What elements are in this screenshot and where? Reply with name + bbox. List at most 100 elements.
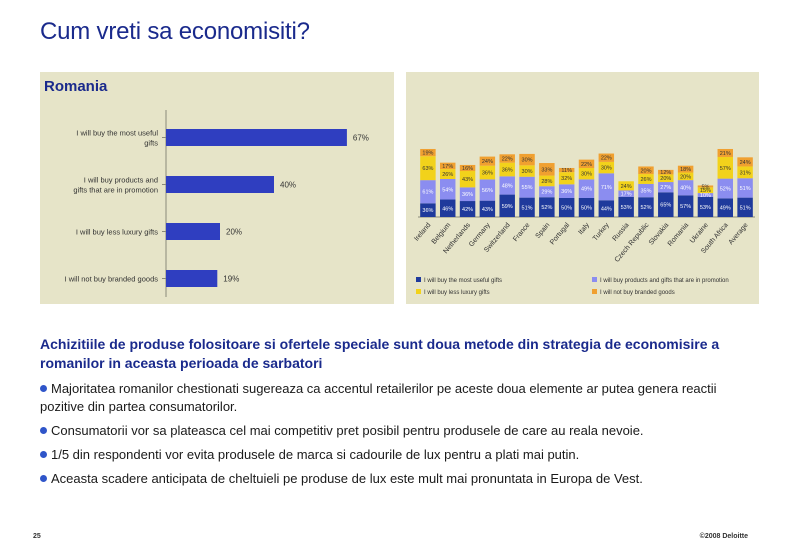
stack-segment: [499, 194, 515, 217]
legend-label: I will not buy branded goods: [600, 290, 675, 296]
segment-label: 12%: [660, 170, 671, 176]
segment-label: 49%: [581, 187, 592, 193]
value-label: 19%: [223, 275, 239, 284]
segment-label: 30%: [601, 166, 612, 172]
stack-segment: [479, 165, 496, 180]
countries-chart-panel: 36% 61% 63% 19% Ireland 46% 54% 26% 17% Belgium 42…: [406, 72, 759, 304]
stack-segment: [618, 190, 634, 197]
stack-segment: [539, 186, 555, 198]
category-label: I will buy the most useful gifts: [76, 129, 158, 148]
segment-label: 53%: [700, 205, 711, 211]
stack-segment: [440, 179, 456, 200]
segment-label: 26%: [640, 177, 651, 183]
segment-label: 22%: [502, 156, 513, 162]
segment-label: 51%: [740, 205, 751, 211]
segment-label: 52%: [640, 205, 651, 211]
bar: [166, 176, 274, 193]
segment-label: 46%: [442, 206, 453, 212]
segment-label: 52%: [720, 187, 731, 193]
segment-label: 24%: [482, 159, 493, 165]
bullet-icon: [40, 385, 47, 392]
segment-label: 17%: [442, 164, 453, 170]
legend-swatch: [592, 289, 597, 294]
stack-segment: [558, 184, 575, 198]
stack-segment: [677, 165, 694, 173]
stack-segment: [479, 179, 496, 201]
segment-label: 33%: [541, 167, 552, 173]
segment-label: 55%: [522, 185, 533, 191]
bar: [166, 129, 347, 146]
romania-bar-chart: Romania I will buy the most useful gifts 67…: [44, 78, 369, 297]
category-label: Portugal: [549, 221, 571, 246]
stack-segment: [539, 175, 555, 187]
stack-segment: [558, 167, 575, 173]
segment-label: 44%: [601, 207, 612, 213]
category-label: France: [512, 222, 531, 243]
stack-segment: [697, 187, 714, 194]
legend-swatch: [592, 277, 597, 282]
segment-label: 50%: [581, 206, 592, 212]
stack-segment: [697, 185, 714, 188]
legend-swatch: [416, 277, 421, 282]
stack-segment: [499, 162, 515, 177]
bullet-icon: [40, 427, 47, 434]
stack-segment: [658, 182, 674, 193]
bar: [166, 270, 218, 287]
bullet-text: 1/5 din respondenti vor evita produsele …: [51, 447, 580, 462]
stack-segment: [519, 153, 535, 166]
segment-label: 59%: [502, 204, 513, 210]
segment-label: 65%: [660, 203, 671, 209]
segment-label: 15%: [700, 188, 711, 194]
stack-segment: [440, 199, 456, 217]
stack-segment: [638, 197, 654, 217]
segment-label: 63%: [422, 166, 433, 172]
stack-segment: [697, 193, 714, 197]
segment-label: 5%: [701, 184, 709, 190]
stack-segment: [440, 169, 456, 179]
segment-label: 40%: [680, 186, 691, 192]
section-heading: Achizitiile de produse folositoare si of…: [40, 336, 720, 371]
romania-chart-panel: Romania I will buy the most useful gifts 67…: [40, 72, 394, 304]
stack-segment: [638, 166, 654, 175]
chart-title: Romania: [44, 78, 108, 95]
segment-label: 51%: [740, 186, 751, 192]
stack-segment: [737, 166, 753, 179]
stack-segment: [459, 171, 476, 188]
bullet-item: Aceasta scadere anticipata de cheltuieli…: [40, 470, 760, 488]
segment-label: 10%: [700, 193, 711, 199]
stack-segment: [499, 176, 515, 195]
stack-segment: [598, 161, 615, 174]
legend-label: I will buy products and gifts that are i…: [600, 278, 729, 284]
stack-segment: [519, 197, 535, 217]
stack-segment: [459, 201, 476, 217]
stack-segment: [519, 176, 535, 198]
segment-label: 30%: [522, 158, 533, 164]
stack-segment: [598, 200, 615, 217]
bullet-icon: [40, 475, 47, 482]
category-label: Spain: [535, 222, 552, 240]
countries-stacked-bar-chart: 36%61%63%19%Ireland46%54%26%17%Belgium42…: [413, 148, 755, 296]
category-label: I will buy products and gifts that are in…: [73, 176, 158, 195]
segment-label: 26%: [442, 172, 453, 178]
stack-segment: [578, 167, 595, 180]
segment-label: 53%: [621, 205, 632, 211]
stack-segment: [420, 156, 436, 181]
bullet-text: Aceasta scadere anticipata de cheltuieli…: [51, 471, 643, 486]
bar: [166, 223, 220, 240]
bullet-text: Majoritatea romanilor chestionati sugere…: [40, 381, 717, 414]
stack-segment: [519, 165, 535, 177]
segment-label: 36%: [561, 189, 572, 195]
bullet-icon: [40, 451, 47, 458]
segment-label: 22%: [581, 162, 592, 168]
segment-label: 51%: [522, 205, 533, 211]
legend-swatch: [416, 289, 421, 294]
segment-label: 19%: [422, 151, 433, 157]
stack-segment: [677, 172, 694, 181]
segment-label: 57%: [720, 166, 731, 172]
bullet-item: Consumatorii vor sa plateasca cel mai co…: [40, 422, 760, 440]
category-label: Average: [728, 222, 750, 246]
stack-segment: [658, 192, 674, 217]
segment-label: 36%: [462, 192, 473, 198]
stack-segment: [578, 159, 595, 168]
segment-label: 20%: [680, 174, 691, 180]
